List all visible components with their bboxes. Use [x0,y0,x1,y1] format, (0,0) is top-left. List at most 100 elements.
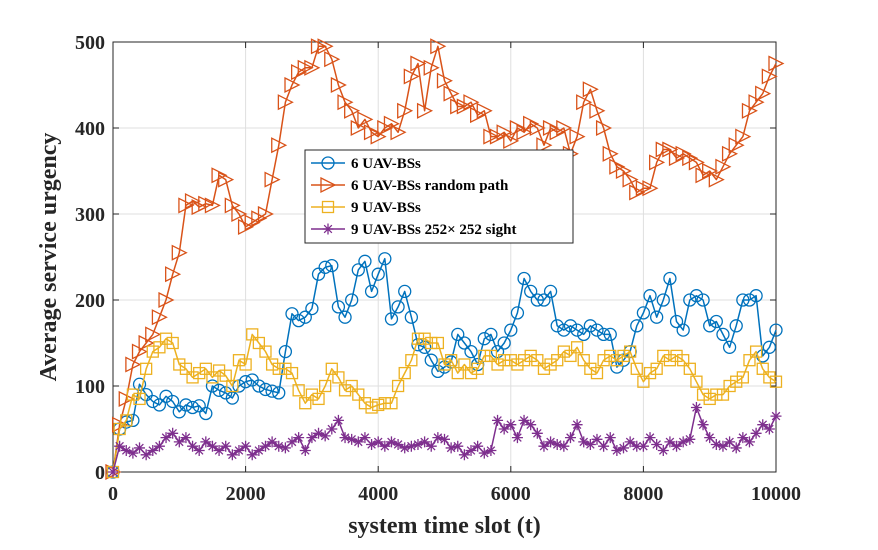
data-point [536,137,553,154]
data-point [557,345,570,358]
data-point [651,438,663,450]
data-point [451,327,465,342]
data-point [644,432,656,444]
data-point [153,341,166,354]
data-point [737,432,749,444]
data-point [445,442,457,454]
data-point [219,386,233,400]
legend-entry: 6 UAV-BSs random path [311,176,509,194]
y-tick-label: 100 [75,376,105,398]
data-point [715,158,732,175]
data-point [284,76,301,94]
data-point [703,392,716,406]
data-point [358,397,372,410]
data-point [398,284,412,299]
data-point [697,419,709,431]
data-point [582,81,599,98]
data-point [611,445,623,456]
data-point [729,319,743,333]
legend-label: 6 UAV-BSs random path [351,178,509,194]
data-point [405,440,417,452]
data-point [491,358,504,371]
x-tick-label: 0 [108,483,118,505]
x-tick-label: 8000 [623,483,663,505]
data-point [524,284,538,299]
data-point [423,59,440,76]
data-point [351,263,365,277]
data-point [591,433,603,445]
data-point [166,394,180,409]
data-point [510,306,525,320]
data-point [378,252,392,266]
data-point [404,310,419,324]
data-point [277,94,294,111]
data-point [239,358,252,371]
data-point [709,314,723,329]
data-point [518,414,530,426]
data-point [418,332,431,345]
data-point [543,284,558,299]
data-point [649,154,666,171]
data-point [636,306,651,320]
data-point [517,271,531,286]
data-point [273,440,285,452]
data-point [596,327,611,342]
data-point [140,449,152,461]
data-point [677,436,689,448]
data-point [530,293,544,307]
series-line [112,333,777,473]
data-point [305,388,319,401]
data-point [642,180,659,197]
data-point [544,358,557,371]
data-point [477,332,491,346]
data-point [417,340,432,354]
data-point [126,388,140,401]
y-tick-label: 500 [75,32,105,54]
data-point [643,366,657,380]
data-point [332,371,345,384]
data-point [617,349,630,363]
data-point [671,440,683,452]
data-point [656,293,670,307]
data-point [205,379,220,393]
data-point [457,336,472,350]
data-point [690,375,703,388]
data-point [438,358,451,371]
data-point [610,360,624,374]
data-point [490,344,505,359]
axes: 0 2000 4000 6000 8000 10000 0 100 200 300 400 500 sy… [36,32,801,539]
data-point [392,438,404,450]
data-point [411,332,425,345]
data-point [180,432,192,444]
plot-frame [112,41,777,473]
data-point [584,438,596,450]
data-point [265,358,279,371]
data-point [570,323,584,337]
data-point [398,366,411,380]
data-point [186,371,199,384]
data-point [762,340,777,354]
data-point [372,398,385,412]
data-point [464,344,478,359]
data-point [504,354,517,367]
data-point [226,379,239,393]
series-layer [105,38,785,481]
x-axis-label: system time slot (t) [348,513,541,539]
x-tick-label: 4000 [358,483,398,505]
data-point [430,38,447,55]
y-tick-label: 400 [75,118,105,140]
data-point [710,388,723,401]
data-point [167,427,179,439]
series-4 [107,402,782,478]
data-point [431,364,445,379]
data-point [590,323,604,337]
data-point [531,354,544,367]
data-point [704,432,716,444]
data-point [504,323,518,337]
data-point [703,319,717,333]
data-point [364,284,379,299]
data-point [622,171,639,188]
data-point [763,371,776,384]
data-point [146,394,160,409]
data-point [159,389,173,403]
